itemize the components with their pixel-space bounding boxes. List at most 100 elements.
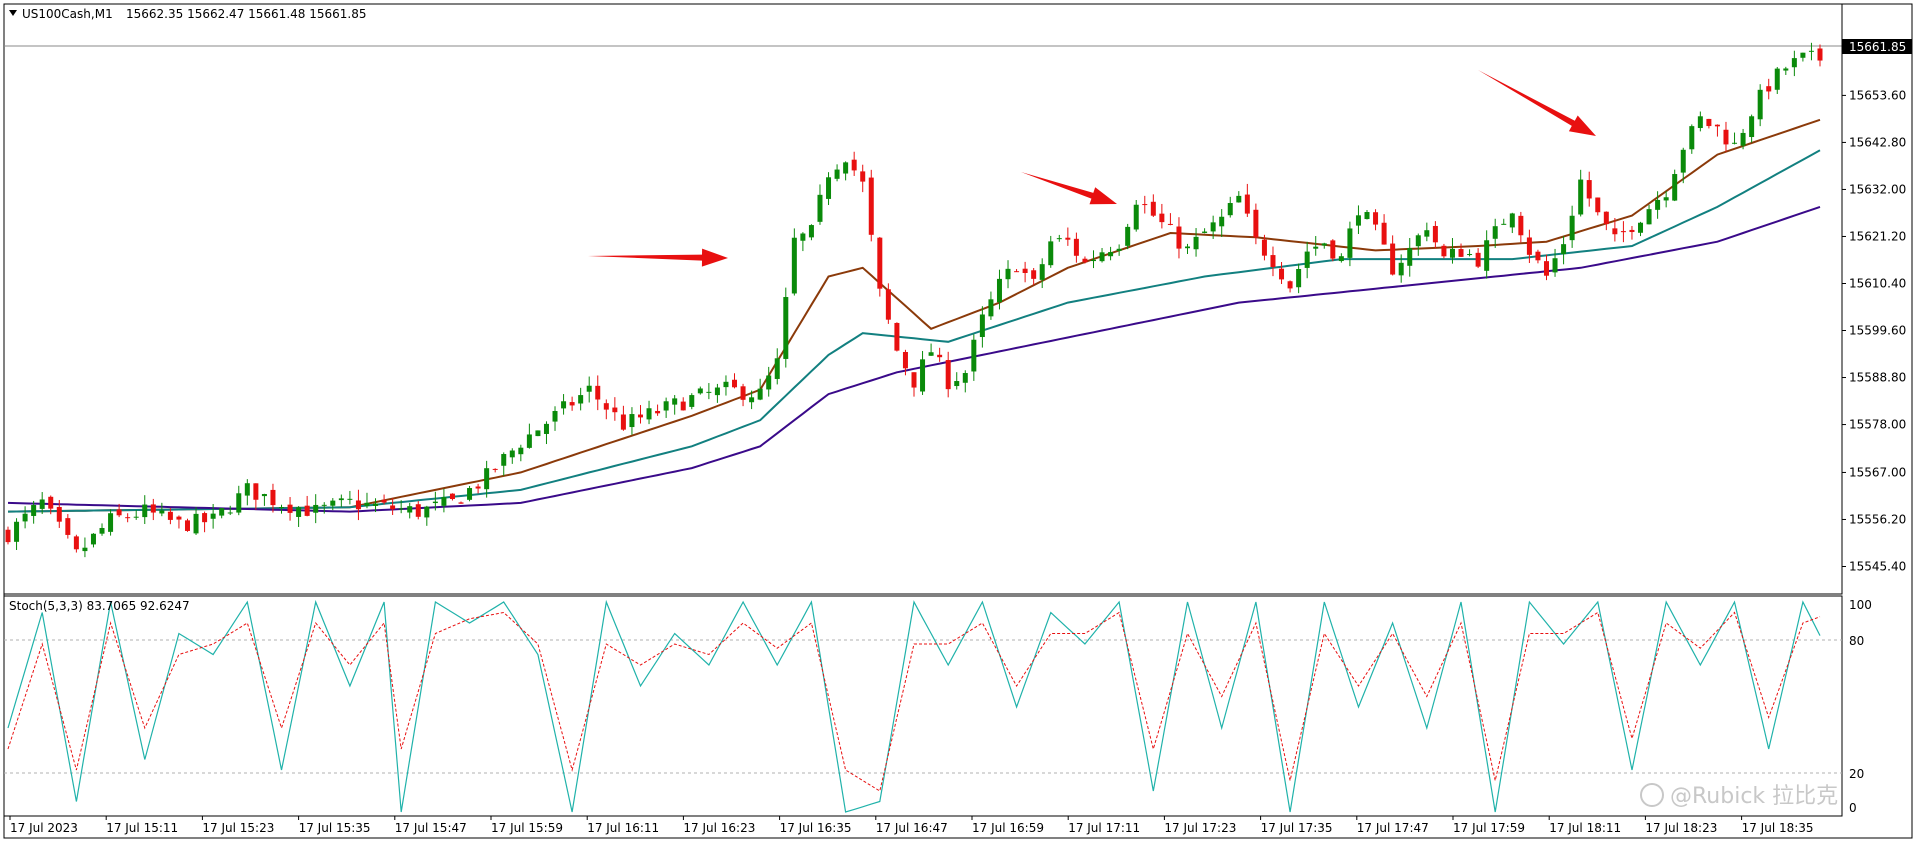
candle [1638,221,1644,237]
candle [1005,260,1011,289]
candle [1800,52,1806,62]
candle [962,370,968,393]
annotation-arrows [588,70,1596,267]
candle [843,161,849,181]
candle [441,488,447,513]
candle [1612,217,1618,242]
candle [1629,225,1635,240]
candle-body [1800,52,1806,58]
price-tick-label: 15567.00 [1849,465,1906,479]
candle-body [877,237,883,289]
candle [1202,228,1208,234]
candle [1287,280,1293,293]
candle-body [1535,251,1541,261]
candle [920,350,926,395]
candle-body [193,513,199,534]
time-tick-label: 17 Jul 16:11 [587,821,659,835]
candle-body [1390,243,1396,275]
candle-body [655,410,661,414]
candle-body [1415,235,1421,247]
candle [1321,242,1327,249]
candle [1407,237,1413,277]
candle-body [1279,268,1285,280]
candle-body [1287,281,1293,289]
stoch-level-label-100: 100 [1849,598,1872,612]
candle-body [1663,197,1669,201]
candle-body [364,502,370,507]
candle-body [996,278,1002,303]
candle-body [689,395,695,407]
candle-body [1056,238,1062,240]
candle-body [1398,262,1404,276]
time-tick-label: 17 Jul 17:11 [1068,821,1140,835]
candle [159,502,165,517]
candle [1501,218,1507,225]
candle-body [1031,270,1037,279]
price-panel[interactable] [3,3,1843,595]
candle [1398,254,1404,283]
candle-body [279,506,285,508]
candle [5,526,11,545]
stochastic-panel[interactable]: Stoch(5,3,3) 83.7065 92.6247 100 80 20 0 [3,595,1872,817]
candle [885,283,891,324]
candle [1817,44,1823,67]
candle [1381,214,1387,245]
candle-body [706,391,712,393]
candle [1244,183,1250,217]
candle [1766,78,1772,100]
candle-body [1518,215,1524,236]
time-axis[interactable]: 17 Jul 2023 17 Jul 15:11 17 Jul 15:23 17 Ju… [9,816,1814,835]
candle [73,534,79,553]
candle-body [227,512,233,514]
candle-body [578,395,584,404]
triangle-down-icon[interactable] [9,10,17,16]
candle [484,460,490,498]
candle-body [826,177,832,199]
candle [526,423,532,449]
candle-body [56,506,62,522]
candle-body [723,381,729,388]
candle [1150,194,1156,218]
candle [355,489,361,521]
candle-body [1432,225,1438,243]
candle [1749,114,1755,143]
candle-body [1116,248,1122,251]
candle [1663,191,1669,208]
candle [1279,261,1285,284]
candle [133,510,139,520]
candle [620,405,626,431]
candle-body [1774,68,1780,90]
candle-body [612,407,618,413]
candle [1304,241,1310,279]
candle-body [552,411,558,422]
candle [817,184,823,225]
candle [1347,221,1353,267]
candle [125,513,131,523]
candle [637,405,643,424]
stoch-label: Stoch(5,3,3) 83.7065 92.6247 [9,599,190,613]
time-tick-label: 17 Jul 16:35 [780,821,852,835]
candle-body [1142,204,1148,206]
candle-body [1638,222,1644,233]
candle [1014,269,1020,273]
candle-body [1244,194,1250,214]
candle [1193,228,1199,257]
candle [834,164,840,182]
symbol-label: US100Cash,M1 [22,7,113,21]
candle-body [1099,252,1105,262]
candle-body [629,414,635,428]
candle-body [1783,68,1789,71]
candle-body [1133,204,1139,230]
candle-body [509,450,515,458]
candle-body [347,498,353,500]
candle-body [800,233,806,241]
candle [432,491,438,511]
candle [740,383,746,407]
candle [90,533,96,548]
candle [1441,243,1447,259]
candle [595,375,601,411]
candle-body [1236,195,1242,203]
candle-body [1364,212,1370,220]
candle [1270,246,1276,277]
